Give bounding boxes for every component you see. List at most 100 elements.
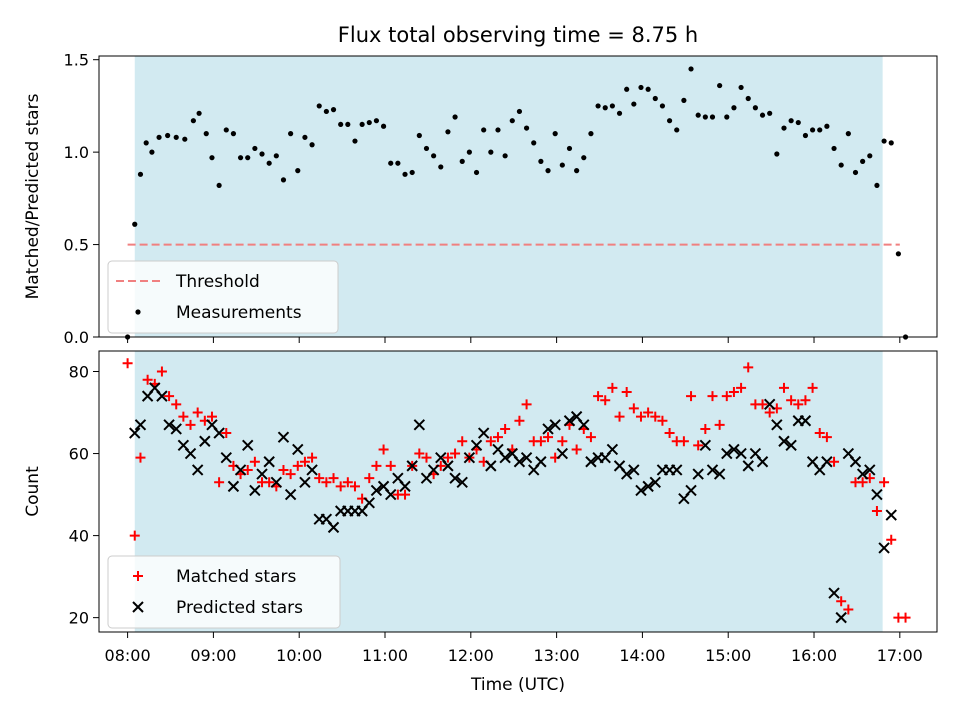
matched-star-point <box>421 452 432 463</box>
measurement-point <box>531 140 537 146</box>
predicted-star-point <box>799 415 812 427</box>
predicted-star-point <box>520 451 533 464</box>
measurement-point <box>616 110 623 116</box>
legend-predicted-label: Predicted stars <box>176 598 303 618</box>
predicted-star-point <box>606 443 619 456</box>
matched-star-point <box>664 428 675 439</box>
predicted-star-point <box>170 423 182 435</box>
predicted-star-point <box>585 456 597 468</box>
predicted-star-point <box>556 447 569 460</box>
measurement-point <box>259 151 265 157</box>
matched-star-point <box>757 399 768 410</box>
measurement-point <box>523 125 530 131</box>
measurement-point <box>295 168 301 174</box>
measurement-point <box>173 134 179 140</box>
matched-star-point <box>178 411 189 422</box>
matched-star-point <box>192 407 203 418</box>
matched-star-point <box>571 444 582 455</box>
predicted-star-point <box>463 451 476 464</box>
matched-star-point <box>879 477 890 488</box>
predicted-star-point <box>549 419 561 431</box>
predicted-star-point <box>256 468 268 480</box>
matched-star-point <box>836 596 847 607</box>
matched-star-point <box>857 477 868 488</box>
predicted-star-point <box>249 484 261 497</box>
predicted-star-point <box>735 447 747 460</box>
predicted-star-point <box>756 456 769 468</box>
measurement-point <box>788 118 794 124</box>
predicted-star-point <box>477 427 490 439</box>
bottom-y-axis-label: Count <box>23 466 43 517</box>
matched-star-point <box>686 391 697 402</box>
measurement-point <box>688 66 694 72</box>
predicted-star-point <box>284 488 297 501</box>
predicted-star-point <box>563 415 576 427</box>
predicted-star-point <box>671 464 683 476</box>
measurement-point <box>245 155 251 161</box>
matched-star-point <box>299 456 310 467</box>
legend-measurement-swatch <box>135 309 141 315</box>
predicted-star-point <box>885 509 897 521</box>
matched-star-point <box>371 460 382 471</box>
chart-title: Flux total observing time = 8.75 h <box>338 23 698 47</box>
matched-star-point <box>736 382 747 393</box>
xtick-label: 13:00 <box>534 646 580 665</box>
measurement-point <box>156 134 162 140</box>
matched-star-point <box>900 612 911 623</box>
predicted-star-point <box>199 435 211 447</box>
measurement-point <box>566 145 573 152</box>
matched-star-point <box>135 452 146 463</box>
matched-star-point <box>621 387 632 398</box>
measurement-point <box>767 110 773 116</box>
matched-star-point <box>307 452 318 463</box>
measurement-point <box>223 127 229 133</box>
predicted-star-point <box>292 443 304 456</box>
measurement-point <box>802 132 809 139</box>
matched-star-point <box>743 362 754 373</box>
measurement-point <box>717 82 723 89</box>
matched-star-point <box>500 423 511 434</box>
matched-star-point <box>378 444 389 455</box>
matched-star-point <box>714 419 725 430</box>
matched-star-point <box>349 481 360 492</box>
matched-star-point <box>793 399 804 410</box>
measurement-point <box>230 131 237 137</box>
measurement-point <box>774 151 780 157</box>
predicted-star-point <box>635 484 647 497</box>
matched-star-point <box>728 387 739 398</box>
measurement-point <box>509 118 515 124</box>
legend-matched-label: Matched stars <box>176 567 296 587</box>
measurement-point <box>809 127 816 133</box>
matched-star-point <box>829 456 840 467</box>
predicted-star-point <box>620 468 633 480</box>
legend-box <box>107 555 341 629</box>
measurement-point <box>352 138 358 144</box>
predicted-star-point <box>542 423 554 435</box>
bottom-ytick-label: 60 <box>69 445 89 464</box>
matched-star-point <box>585 432 596 443</box>
matched-star-point <box>786 395 797 406</box>
measurement-point <box>359 121 365 128</box>
matched-star-point <box>264 477 275 488</box>
matched-star-point <box>650 411 661 422</box>
matched-star-point <box>778 382 789 393</box>
xtick-label: 16:00 <box>791 646 837 665</box>
matched-star-point <box>635 411 646 422</box>
predicted-star-point <box>499 451 511 464</box>
measurement-point <box>473 169 480 176</box>
measurement-point <box>795 119 801 126</box>
measurement-point <box>237 155 244 161</box>
measurement-point <box>759 112 766 118</box>
matched-star-point <box>643 407 654 418</box>
matched-star-point <box>607 382 618 393</box>
matched-star-point <box>249 456 260 467</box>
matched-star-point <box>535 436 546 447</box>
measurement-point <box>132 221 138 227</box>
predicted-star-point <box>184 447 197 460</box>
measurement-point <box>581 155 587 161</box>
measurement-point <box>731 105 737 111</box>
xtick-label: 10:00 <box>276 646 322 665</box>
predicted-star-point <box>327 521 340 534</box>
measurement-point <box>431 153 437 159</box>
measurement-point <box>609 103 615 109</box>
